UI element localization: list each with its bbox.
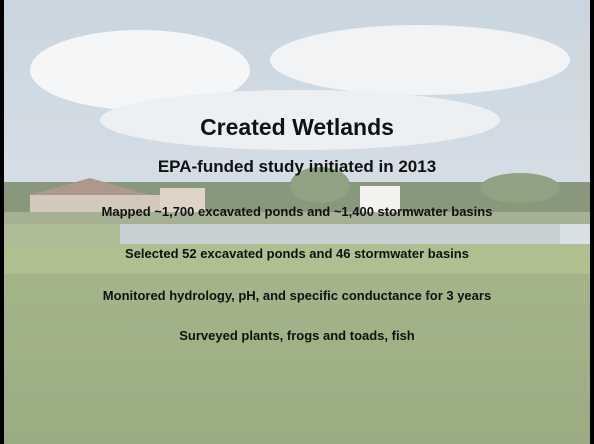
bullet-text: Selected 52 excavated ponds and 46 storm… (125, 246, 469, 261)
bullet-text: Surveyed plants, frogs and toads, fish (179, 328, 415, 343)
slide-title: Created Wetlands (200, 114, 394, 140)
bullet-text: Monitored hydrology, pH, and specific co… (102, 288, 492, 303)
bullet-text: Mapped ~1,700 excavated ponds and ~1,400… (101, 204, 493, 219)
slide-subtitle: EPA-funded study initiated in 2013 (157, 157, 437, 176)
